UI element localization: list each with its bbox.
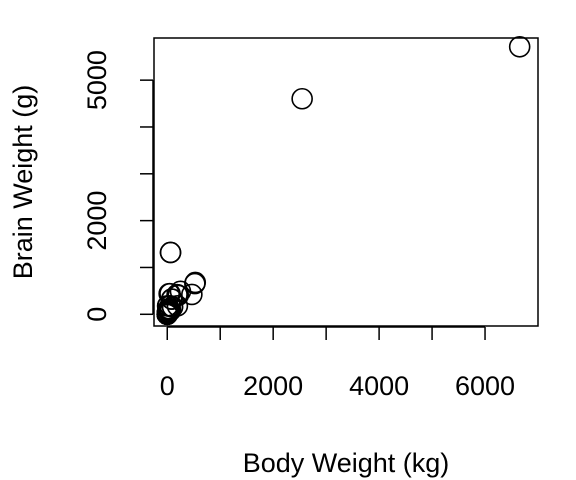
plot-frame — [153, 37, 539, 327]
y-tick-label: 5000 — [82, 50, 112, 110]
data-point — [158, 297, 180, 320]
y-axis: 0 2000 5000 — [82, 50, 154, 322]
data-point — [184, 271, 207, 294]
y-tick-label: 0 — [82, 307, 112, 322]
data-points — [156, 35, 531, 326]
data-point — [160, 288, 183, 310]
x-tick-label: 6000 — [455, 371, 515, 401]
x-tick-label: 4000 — [349, 371, 409, 401]
data-point — [159, 299, 182, 322]
x-axis: 0 2000 4000 6000 — [160, 326, 515, 401]
x-axis-label: Body Weight (kg) — [243, 448, 450, 478]
data-point — [159, 241, 182, 264]
y-axis-label: Brain Weight (g) — [8, 85, 38, 280]
y-tick-label: 2000 — [82, 191, 112, 251]
x-tick-label: 0 — [160, 371, 175, 401]
data-point — [508, 35, 531, 58]
data-point — [181, 283, 203, 306]
data-point — [161, 296, 184, 318]
x-tick-label: 2000 — [243, 371, 303, 401]
data-point — [291, 87, 313, 110]
